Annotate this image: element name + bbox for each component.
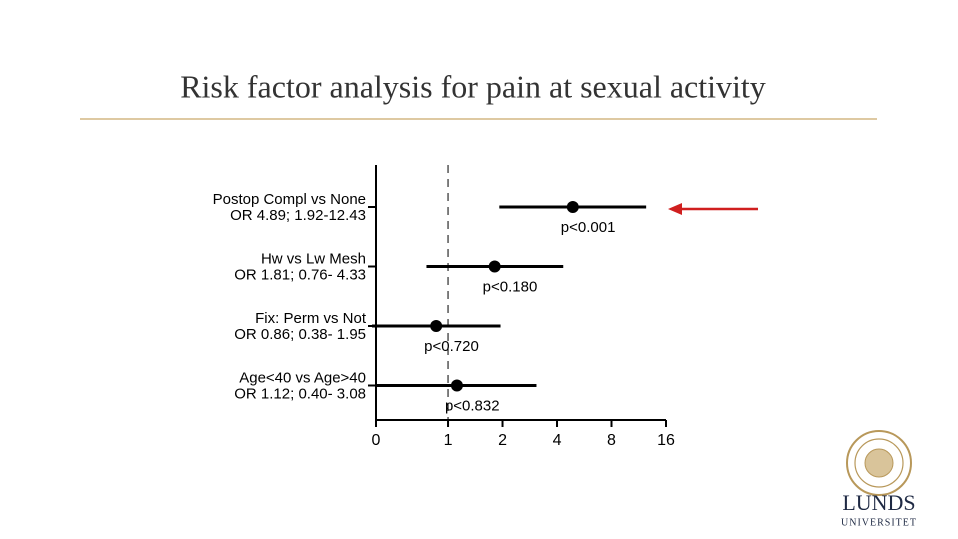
odds-ratio-point [566, 201, 579, 213]
row-label: Postop Compl vs None [213, 191, 366, 208]
arrow [668, 203, 758, 215]
p-label: p<0.001 [561, 219, 616, 236]
x-tick-label: 1 [444, 432, 453, 449]
or-label: OR 4.89; 1.92-12.43 [230, 207, 366, 224]
x-tick-label: 4 [553, 432, 562, 449]
logo-subtitle: UNIVERSITET [841, 517, 917, 528]
logo: LUNDS UNIVERSITET [841, 430, 917, 528]
x-tick-label: 2 [498, 432, 507, 449]
p-label: p<0.832 [445, 397, 500, 414]
p-label: p<0.720 [424, 338, 479, 355]
logo-name: LUNDS [842, 490, 915, 515]
p-label: p<0.180 [483, 278, 538, 295]
or-label: OR 1.12; 0.40- 3.08 [234, 385, 366, 402]
x-tick-label: 8 [607, 432, 616, 449]
x-tick-label: 0 [372, 432, 381, 449]
odds-ratio-point [450, 379, 463, 392]
or-label: OR 0.86; 0.38- 1.95 [234, 326, 366, 343]
row-label: Fix: Perm vs Not [255, 310, 367, 327]
row-label: Hw vs Lw Mesh [261, 250, 366, 267]
slide-title: Risk factor analysis for pain at sexual … [180, 68, 766, 104]
x-tick-label: 16 [657, 432, 675, 449]
or-label: OR 1.81; 0.76- 4.33 [234, 266, 366, 283]
odds-ratio-point [488, 260, 501, 273]
row-label: Age<40 vs Age>40 [239, 369, 366, 386]
odds-ratio-point [430, 320, 443, 332]
